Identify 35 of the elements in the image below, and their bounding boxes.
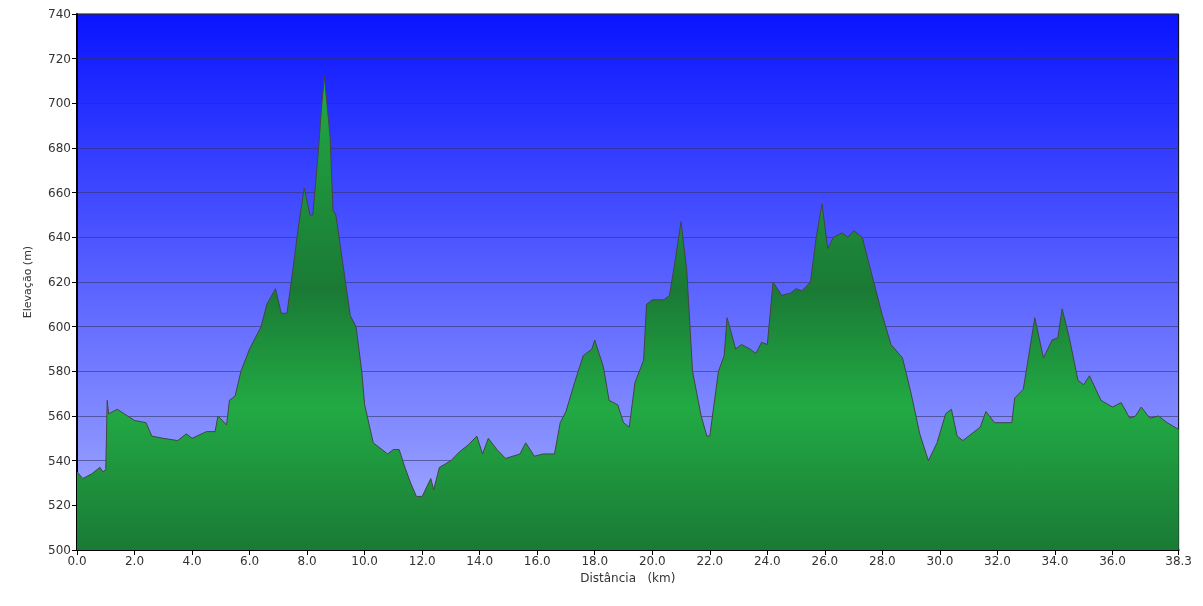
- x-tick-label: 38.3: [1165, 554, 1192, 568]
- x-tick-label: 8.0: [297, 554, 317, 568]
- x-tick-label: 32.0: [984, 554, 1011, 568]
- x-tick-label: 14.0: [466, 554, 494, 568]
- x-tick-label: 10.0: [351, 554, 378, 568]
- y-tick-label: 600: [48, 319, 71, 334]
- x-tick-label: 20.0: [638, 554, 666, 568]
- x-axis-title: Distância (km): [580, 571, 676, 585]
- y-tick-label: 580: [48, 364, 71, 379]
- y-tick-label: 520: [48, 498, 71, 513]
- x-tick-label: 6.0: [240, 554, 260, 568]
- x-tick-label: 18.0: [581, 554, 609, 568]
- y-tick-label: 640: [48, 230, 71, 245]
- x-tick-label: 28.0: [869, 554, 896, 568]
- x-tick-label: 2.0: [124, 554, 145, 568]
- x-tick-label: 24.0: [753, 554, 781, 568]
- x-tick-label: 36.0: [1099, 554, 1126, 568]
- x-tick-label: 22.0: [696, 554, 724, 568]
- x-tick-label: 30.0: [926, 554, 954, 568]
- y-tick-label: 720: [48, 51, 71, 66]
- y-tick-label: 660: [48, 185, 71, 200]
- x-tick-label: 34.0: [1041, 554, 1069, 568]
- y-tick-label: 500: [48, 543, 71, 557]
- y-tick-label: 700: [48, 96, 71, 111]
- y-tick-label: 680: [48, 141, 71, 155]
- y-tick-label: 560: [48, 409, 71, 423]
- x-tick-label: 16.0: [523, 554, 551, 568]
- y-tick-label: 540: [48, 453, 71, 468]
- y-tick-label: 620: [48, 275, 71, 289]
- x-tick-label: 4.0: [182, 554, 202, 568]
- x-tick-label: 26.0: [811, 554, 839, 568]
- y-tick-label: 740: [48, 7, 71, 21]
- x-tick-label: 0.0: [67, 554, 87, 568]
- y-axis-title: Elevação (m): [21, 245, 34, 319]
- x-tick-label: 12.0: [408, 554, 436, 568]
